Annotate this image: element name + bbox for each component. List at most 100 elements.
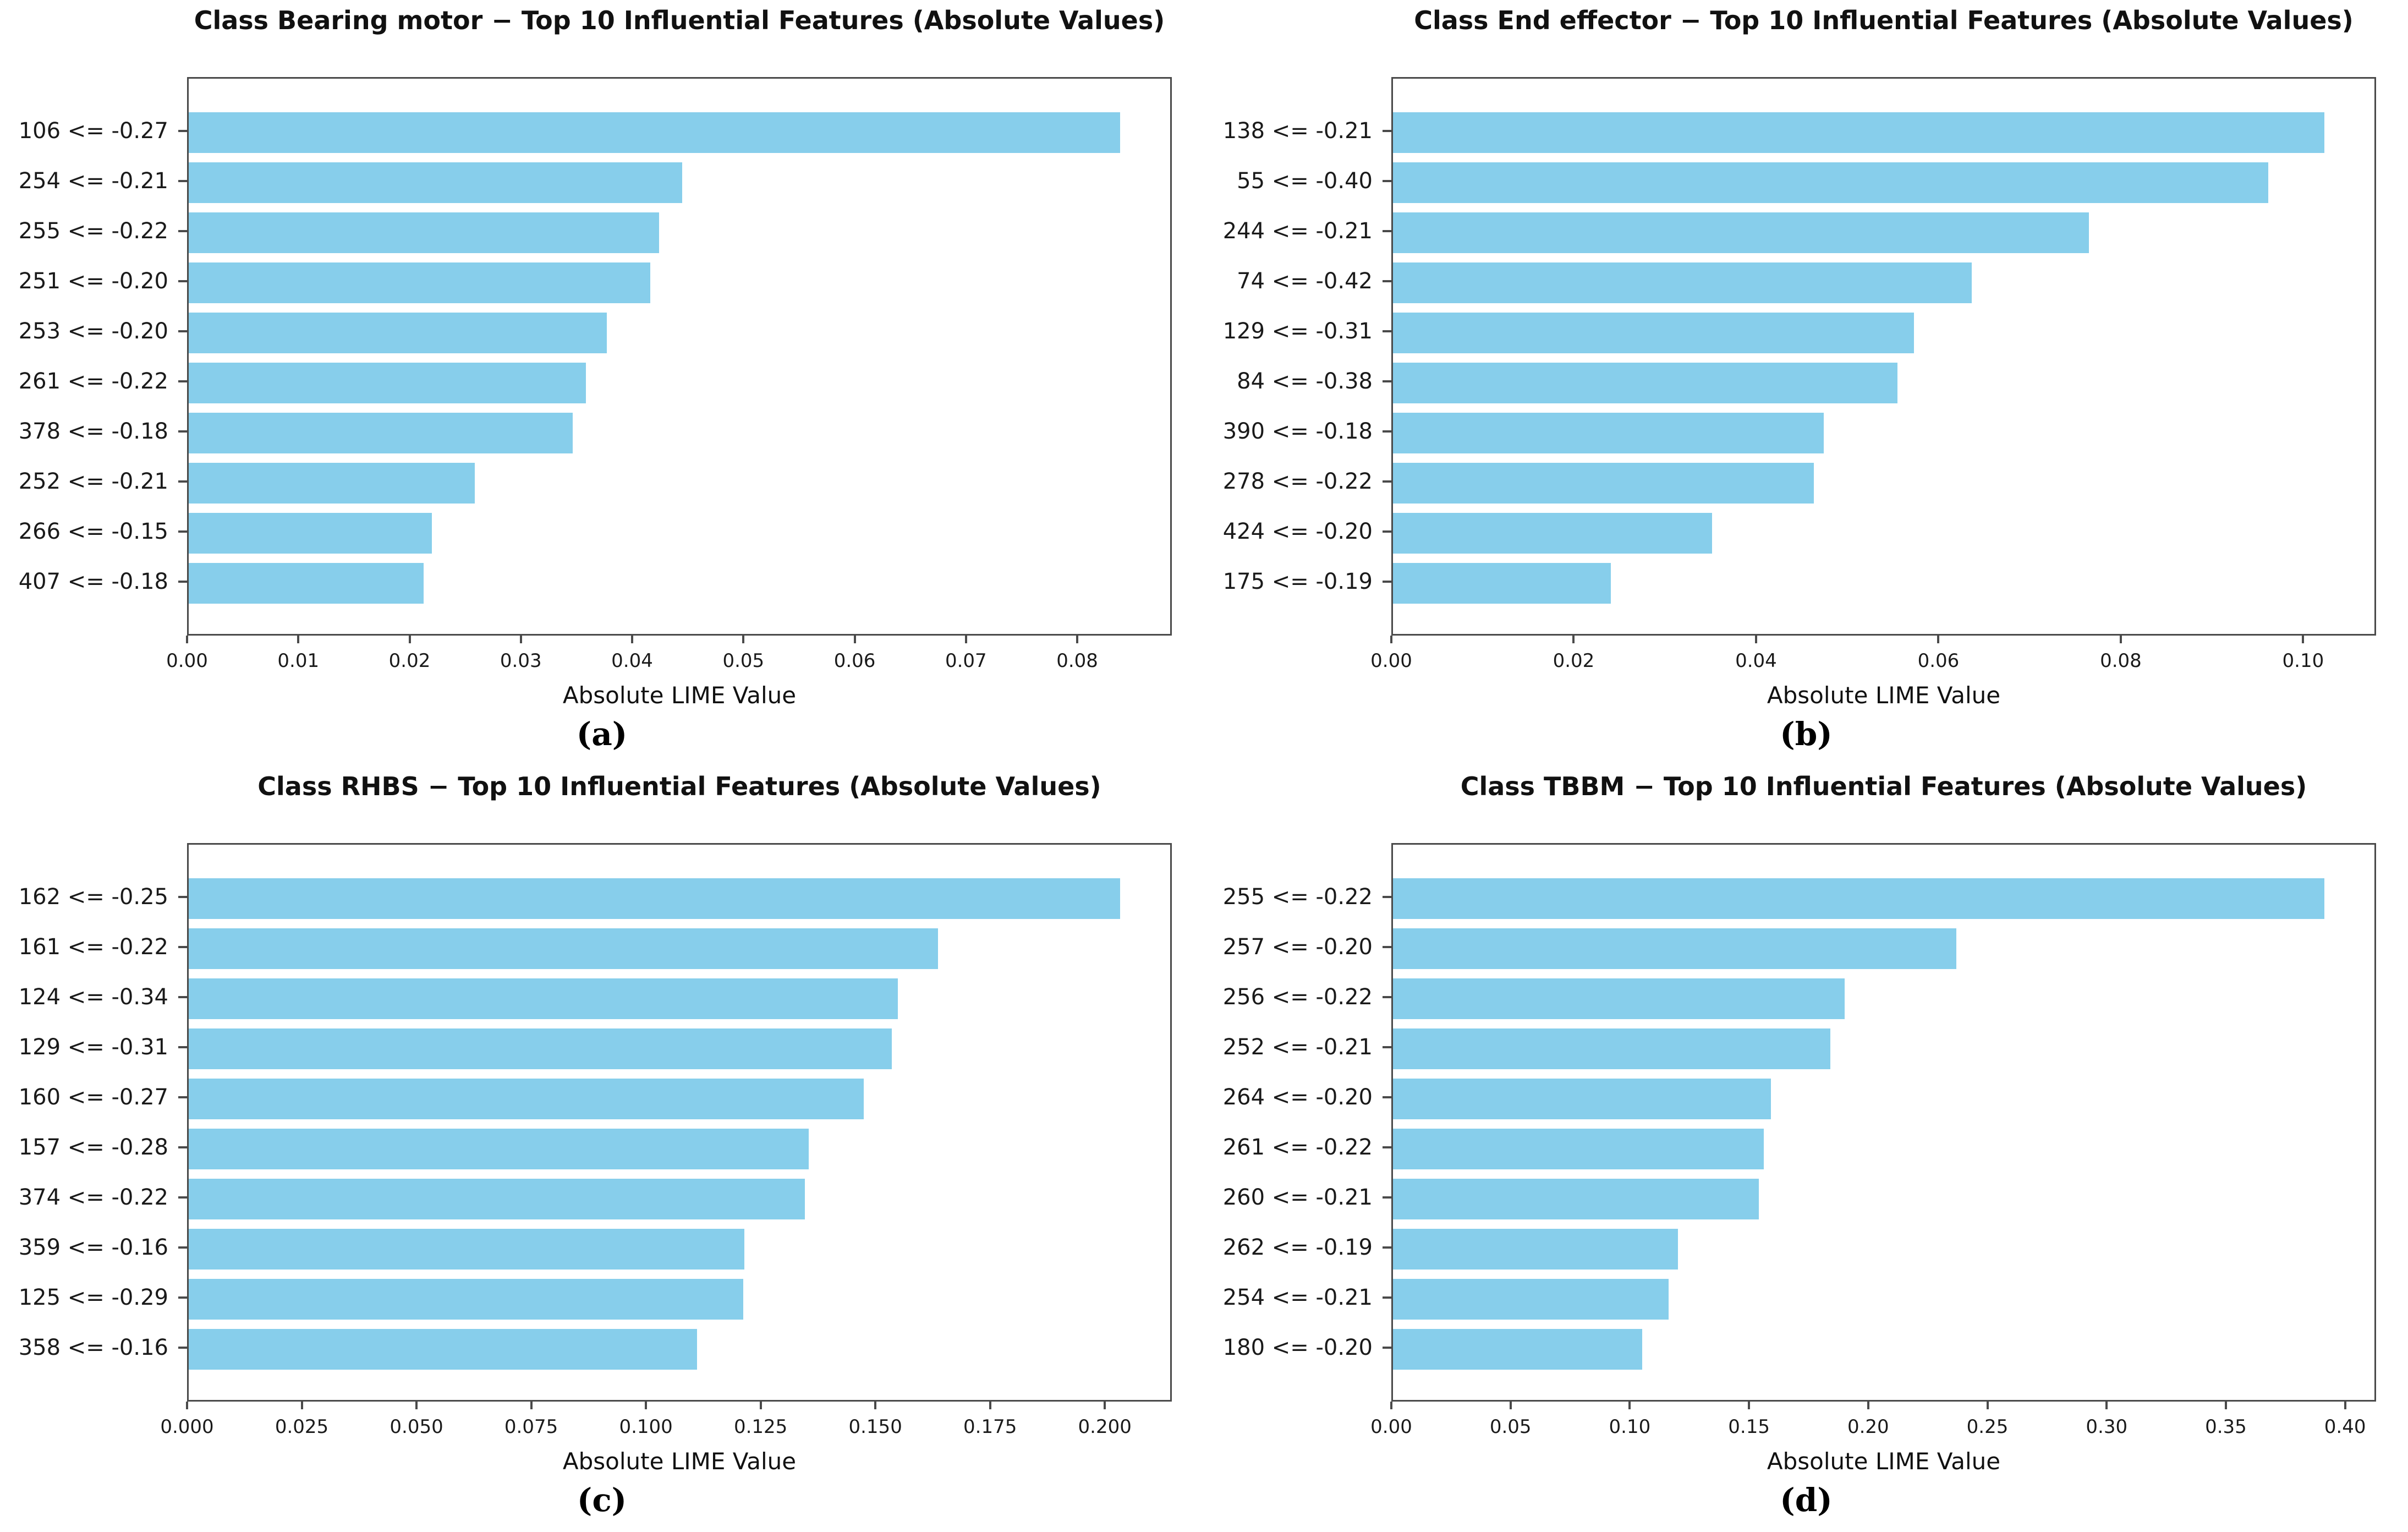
x-tick-mark-d-7 (2224, 1402, 2227, 1409)
y-tick-mark-a-0 (178, 129, 187, 132)
bar-d-9 (1393, 1329, 1643, 1370)
bar-d-6 (1393, 1179, 1759, 1220)
x-tick-mark-b-0 (1390, 636, 1392, 643)
x-tick-mark-d-2 (1628, 1402, 1631, 1409)
bar-c-3 (189, 1028, 892, 1069)
y-tick-label-b-7: 278 <= -0.22 (1222, 469, 1373, 495)
bar-a-5 (189, 363, 586, 404)
y-tick-label-c-2: 124 <= -0.34 (18, 984, 168, 1010)
y-tick-label-b-2: 244 <= -0.21 (1222, 218, 1373, 244)
bar-b-3 (1393, 262, 1972, 303)
y-tick-mark-b-9 (1383, 581, 1391, 583)
x-tick-label-b-5: 0.10 (2282, 650, 2324, 672)
y-tick-label-b-0: 138 <= -0.21 (1222, 118, 1373, 144)
plot-area-b (1391, 77, 2376, 636)
y-tick-mark-c-8 (178, 1296, 187, 1299)
chart-title-c: Class RHBS − Top 10 Influential Features… (257, 772, 1101, 801)
x-tick-mark-a-8 (1076, 636, 1079, 643)
y-tick-mark-a-9 (178, 581, 187, 583)
y-tick-mark-a-8 (178, 530, 187, 533)
x-tick-mark-a-1 (297, 636, 300, 643)
x-tick-mark-c-4 (645, 1402, 648, 1409)
chart-title-b: Class End effector − Top 10 Influential … (1414, 6, 2354, 35)
x-tick-mark-c-2 (415, 1402, 418, 1409)
x-tick-label-d-4: 0.20 (1847, 1416, 1889, 1438)
y-tick-label-c-8: 125 <= -0.29 (18, 1285, 168, 1311)
y-tick-label-a-4: 253 <= -0.20 (18, 318, 168, 344)
x-tick-label-d-0: 0.00 (1370, 1416, 1412, 1438)
x-tick-label-d-7: 0.35 (2205, 1416, 2247, 1438)
x-axis-label-a: Absolute LIME Value (562, 682, 797, 709)
bar-d-5 (1393, 1129, 1764, 1170)
x-tick-mark-b-2 (1754, 636, 1757, 643)
y-tick-mark-a-7 (178, 480, 187, 483)
x-tick-mark-a-7 (964, 636, 967, 643)
x-tick-label-a-5: 0.05 (722, 650, 765, 672)
y-tick-mark-d-7 (1383, 1246, 1391, 1249)
y-tick-mark-a-2 (178, 229, 187, 232)
bar-a-2 (189, 212, 659, 253)
x-tick-mark-c-6 (874, 1402, 877, 1409)
y-tick-label-a-0: 106 <= -0.27 (18, 118, 168, 144)
x-tick-label-d-6: 0.30 (2086, 1416, 2128, 1438)
x-tick-label-a-7: 0.07 (945, 650, 987, 672)
y-tick-label-b-1: 55 <= -0.40 (1237, 168, 1373, 194)
x-tick-mark-d-5 (1986, 1402, 1989, 1409)
y-tick-mark-c-6 (178, 1196, 187, 1199)
y-tick-mark-b-8 (1383, 530, 1391, 533)
y-tick-mark-a-4 (178, 330, 187, 332)
bar-c-8 (189, 1279, 743, 1320)
x-tick-label-a-0: 0.00 (166, 650, 208, 672)
y-tick-label-b-6: 390 <= -0.18 (1222, 419, 1373, 445)
y-tick-label-a-1: 254 <= -0.21 (18, 168, 168, 194)
plot-area-d (1391, 843, 2376, 1402)
bar-d-0 (1393, 878, 2325, 919)
y-tick-label-d-7: 262 <= -0.19 (1222, 1235, 1373, 1261)
bar-c-5 (189, 1129, 809, 1170)
caption-b: (b) (1780, 715, 1833, 753)
y-tick-label-d-8: 254 <= -0.21 (1222, 1285, 1373, 1311)
y-tick-mark-b-2 (1383, 229, 1391, 232)
x-tick-label-b-3: 0.06 (1917, 650, 1960, 672)
bar-b-7 (1393, 463, 1814, 504)
y-tick-label-a-6: 378 <= -0.18 (18, 419, 168, 445)
x-tick-mark-d-3 (1748, 1402, 1751, 1409)
y-tick-label-b-4: 129 <= -0.31 (1222, 318, 1373, 344)
x-tick-mark-b-1 (1572, 636, 1575, 643)
x-axis-label-d: Absolute LIME Value (1767, 1448, 2001, 1475)
x-tick-label-a-1: 0.01 (277, 650, 320, 672)
bar-a-0 (189, 112, 1121, 153)
plot-area-c (187, 843, 1172, 1402)
bar-c-9 (189, 1329, 698, 1370)
bar-a-4 (189, 312, 607, 353)
y-tick-mark-d-2 (1383, 995, 1391, 998)
caption-c: (c) (577, 1481, 627, 1519)
bar-d-8 (1393, 1279, 1669, 1320)
x-tick-label-b-1: 0.02 (1553, 650, 1595, 672)
y-tick-label-c-5: 157 <= -0.28 (18, 1135, 168, 1161)
y-tick-mark-b-3 (1383, 280, 1391, 282)
bar-c-7 (189, 1229, 745, 1270)
x-tick-mark-d-1 (1509, 1402, 1512, 1409)
chart-title-a: Class Bearing motor − Top 10 Influential… (194, 6, 1165, 35)
y-tick-mark-b-4 (1383, 330, 1391, 332)
x-tick-mark-a-5 (742, 636, 745, 643)
x-tick-label-c-0: 0.000 (160, 1416, 214, 1438)
caption-a: (a) (576, 715, 628, 753)
x-tick-label-c-4: 0.100 (619, 1416, 673, 1438)
x-tick-label-a-4: 0.04 (611, 650, 653, 672)
y-tick-mark-c-7 (178, 1246, 187, 1249)
subplot-c: Class RHBS − Top 10 Influential Features… (0, 766, 1204, 1532)
x-tick-label-d-3: 0.15 (1728, 1416, 1770, 1438)
x-tick-label-c-2: 0.050 (390, 1416, 443, 1438)
y-tick-mark-a-3 (178, 280, 187, 282)
x-tick-mark-a-0 (186, 636, 188, 643)
x-tick-mark-c-1 (300, 1402, 303, 1409)
y-tick-label-d-5: 261 <= -0.22 (1222, 1135, 1373, 1161)
bar-a-8 (189, 513, 432, 554)
y-tick-mark-a-5 (178, 380, 187, 383)
bar-a-7 (189, 463, 475, 504)
x-tick-mark-c-0 (186, 1402, 188, 1409)
y-tick-label-c-0: 162 <= -0.25 (18, 884, 168, 910)
bar-d-1 (1393, 928, 1956, 969)
